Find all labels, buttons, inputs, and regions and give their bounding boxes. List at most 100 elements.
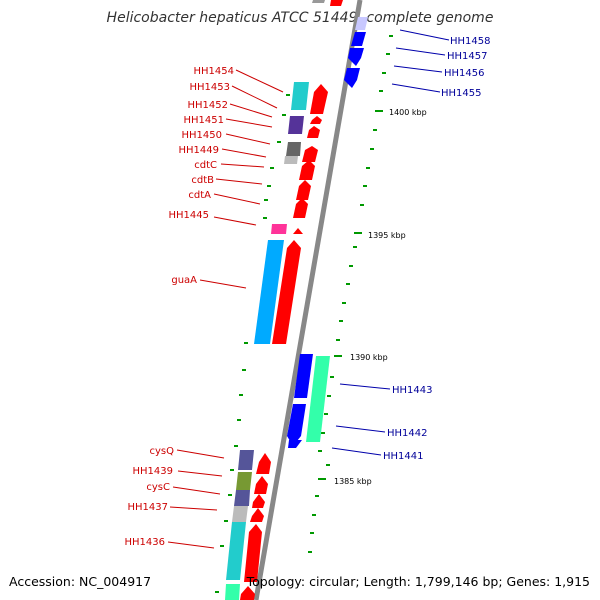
scale-label-1395: 1395 kbp [368,231,406,240]
connector-line [213,193,261,205]
gene-label-cdta: cdtA [188,190,211,201]
connector-line [167,541,215,549]
connector-line [235,69,284,93]
purple-gene-block [238,450,254,470]
minor-ticks [215,35,393,593]
gene-label-hh1449: HH1449 [179,145,220,156]
light-grey-gene-block [232,506,248,522]
right-label-connectors [331,29,450,456]
forward-gene-arrow [307,126,320,138]
gene-label-cysc: cysC [146,482,170,493]
gene-label-cdtc: cdtC [194,160,217,171]
magenta-gene-block [271,224,287,234]
forward-gene-arrow [302,146,318,162]
gene-label-hh1439: HH1439 [133,466,174,477]
right-gene-labels: HH1458 HH1457 HH1456 HH1455 HH1443 HH144… [383,36,491,462]
gene-label-hh1443: HH1443 [392,385,433,396]
forward-gene-arrow [310,116,322,124]
forward-gene-arrow [240,586,255,600]
scale-label-1400: 1400 kbp [389,108,427,117]
reverse-gene-arrow [344,68,360,88]
gene-label-hh1450: HH1450 [182,130,223,141]
purple-gene-block [234,490,250,506]
forward-gene-arrow [293,198,308,218]
left-gene-labels: HH1454 HH1453 HH1452 HH1451 HH1450 HH144… [125,66,235,548]
green-gene-block [225,584,240,600]
connector-line [399,29,450,41]
forward-gene-arrow [244,524,262,582]
gene-label-hh1456: HH1456 [444,68,485,79]
connector-line [215,178,263,185]
cyan-gene-block [291,82,309,110]
scale-label-1390: 1390 kbp [350,353,388,362]
gene-label-hh1441: HH1441 [383,451,424,462]
reverse-gene-arrow [294,354,313,398]
connector-line [221,148,267,158]
colored-gene-blocks [225,82,309,600]
connector-line [169,506,218,511]
connector-line [220,163,265,168]
connector-line [393,65,443,73]
gene-label-hh1457: HH1457 [447,51,488,62]
reverse-genes-top [312,0,368,88]
connector-line [176,449,225,459]
connector-line [225,118,273,128]
genome-backbone [253,0,363,600]
forward-gene-arrow [290,228,303,234]
reverse-gene-arrow [351,32,366,46]
forward-gene-arrow [272,240,301,344]
forward-genes [240,84,328,600]
gene-label-hh1445: HH1445 [169,210,210,221]
sky-blue-gene-block [254,240,284,344]
genome-summary: Topology: circular; Length: 1,799,146 bp… [246,574,590,589]
forward-gene-arrow [254,476,268,494]
forward-gene-arrow [299,160,315,180]
gene-label-hh1451: HH1451 [184,115,225,126]
reverse-gene-arrow [355,17,368,30]
forward-gene-arrow [310,84,328,114]
gene-label-hh1454: HH1454 [194,66,235,77]
gene-label-hh1458: HH1458 [450,36,491,47]
connector-line [172,486,221,495]
accession-label: Accession: NC_004917 [9,574,151,589]
forward-gene-arrow [252,494,265,508]
gene-label-hh1436: HH1436 [125,537,166,548]
connector-line [339,383,391,390]
forward-gene-arrow [250,508,264,522]
grey-gene-block [312,0,325,3]
forward-gene-arrow [330,0,343,6]
reverse-genes-middle [287,354,330,448]
cyan-gene-block [226,522,246,580]
gene-label-hh1437: HH1437 [128,502,169,513]
connector-line [177,470,223,477]
reverse-gene-arrow [288,440,302,448]
scale-label-1385: 1385 kbp [334,477,372,486]
connector-line [231,85,278,109]
connector-line [199,279,247,289]
genome-title: Helicobacter hepaticus ATCC 51449, compl… [107,10,494,26]
grey-gene-block [286,142,301,156]
gene-label-cysq: cysQ [150,446,175,457]
left-label-connectors [167,69,284,549]
gene-label-hh1442: HH1442 [387,428,428,439]
gene-label-cdtb: cdtB [191,175,214,186]
reverse-gene-arrow [287,404,306,446]
gene-label-guaa: guaA [171,275,197,286]
gene-label-hh1455: HH1455 [441,88,482,99]
forward-gene-arrow [296,180,311,200]
major-ticks [318,110,383,480]
connector-line [395,47,446,56]
teal-gene-block [306,356,330,442]
purple-gene-block [288,116,304,134]
connector-line [229,103,273,118]
connector-line [331,447,382,456]
connector-line [391,83,441,93]
connector-line [225,133,271,145]
connector-line [335,425,386,433]
light-grey-gene-block [284,156,298,164]
reverse-gene-arrow [348,48,364,66]
forward-gene-arrow [256,453,271,474]
connector-line [213,216,257,226]
gene-label-hh1453: HH1453 [190,82,231,93]
